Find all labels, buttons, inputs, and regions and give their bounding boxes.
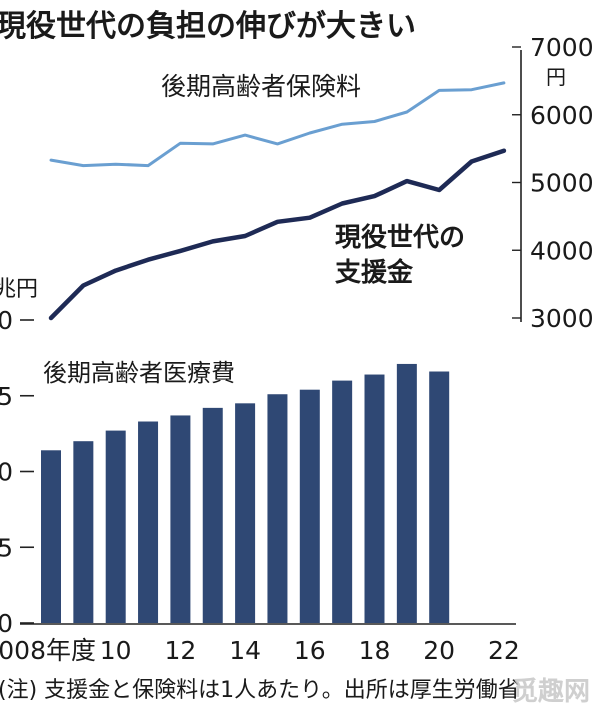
bar-series-label: 後期高齢者医療費 — [43, 359, 235, 387]
bar-2018 — [364, 374, 385, 623]
bar-2011 — [138, 421, 159, 623]
left-axis-tick-label: 10 — [0, 458, 13, 487]
x-tick-label-2016: 16 — [294, 636, 326, 665]
line-series-label-support-2: 支援金 — [335, 257, 414, 288]
x-tick-label-2010: 10 — [100, 636, 132, 665]
bar-2010 — [105, 430, 126, 623]
footnote: (注) 支援金と保険料は1人あたり。出所は厚生労働省 — [0, 678, 520, 703]
bar-2008 — [41, 450, 61, 623]
x-tick-label-2014: 14 — [229, 636, 261, 665]
bar-2017 — [332, 380, 353, 623]
left-axis-tick-label: 0 — [0, 609, 13, 638]
line-series-label-support-1: 現役世代の — [335, 223, 465, 253]
x-tick-label-2020: 20 — [423, 636, 455, 665]
x-tick-label-2022: 22 — [488, 636, 520, 665]
right-axis-tick-label: 4000 — [530, 236, 594, 265]
bar-2016 — [299, 389, 320, 623]
bar-2013 — [202, 407, 223, 623]
left-axis-unit: 兆円 — [0, 277, 38, 302]
line-series-label-premium: 後期高齢者保険料 — [161, 72, 361, 101]
line-series-0 — [49, 81, 506, 168]
bar-2012 — [170, 415, 191, 623]
right-axis-tick-label: 3000 — [530, 304, 594, 333]
line-series-1 — [48, 148, 507, 321]
bar-2015 — [267, 394, 288, 623]
bar-2019 — [396, 363, 417, 623]
left-axis-tick-label: 20 — [0, 306, 13, 335]
left-axis-tick-label: 15 — [0, 382, 13, 411]
right-axis-tick-label: 7000 — [530, 33, 594, 62]
bar-2020 — [429, 371, 450, 623]
x-tick-label-2008: 2008年度 — [0, 636, 96, 665]
right-axis-unit: 円 — [546, 65, 566, 89]
bar-2014 — [235, 403, 256, 623]
left-axis-tick-label: 5 — [0, 533, 13, 562]
chart-title: 現役世代の負担の伸びが大きい — [0, 9, 416, 44]
right-axis-tick-label: 5000 — [530, 169, 594, 198]
bar-2009 — [73, 441, 94, 623]
watermark: 觅趣网 — [512, 677, 590, 707]
right-axis-tick-label: 6000 — [530, 101, 594, 130]
x-tick-label-2012: 12 — [164, 636, 196, 665]
x-tick-label-2018: 18 — [359, 636, 391, 665]
